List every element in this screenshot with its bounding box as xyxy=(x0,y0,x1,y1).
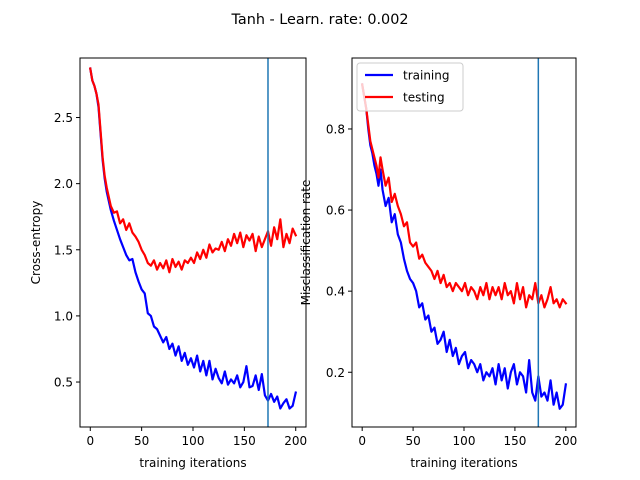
left-x-tick-label: 150 xyxy=(233,434,256,448)
left-chart: 0 50 100 150 200 0.5 1.0 1.5 2.0 2.5 training iter… xyxy=(29,57,307,470)
right-y-tick-label: 0.4 xyxy=(326,285,345,299)
figure-title: Tanh - Learn. rate: 0.002 xyxy=(230,12,408,28)
left-series-line-red xyxy=(88,67,298,274)
left-y-tick-label: 2.5 xyxy=(54,111,73,125)
right-chart: 0 50 100 150 200 0.2 0.4 0.6 0.8 training iterati… xyxy=(299,57,577,470)
left-x-tick-label: 50 xyxy=(134,434,149,448)
right-x-tick-label: 150 xyxy=(503,434,526,448)
left-series-line-blue xyxy=(88,67,298,410)
right-y-tick-label: 0.2 xyxy=(326,366,345,380)
right-y-tick-label: 0.6 xyxy=(326,204,345,218)
left-y-tick-label: 0.5 xyxy=(54,376,73,390)
right-x-tick-label: 50 xyxy=(405,434,420,448)
right-x-tick-label: 200 xyxy=(554,434,577,448)
left-y-tick-label: 1.5 xyxy=(54,243,73,257)
right-y-tick-label: 0.8 xyxy=(326,122,345,136)
right-series-line-testing xyxy=(360,83,568,309)
right-series-line-training xyxy=(360,83,568,410)
left-y-tick-label: 2.0 xyxy=(54,177,73,191)
left-y-tick-label: 1.0 xyxy=(54,309,73,323)
right-x-axis-label: training iterations xyxy=(410,456,517,470)
right-x-tick-label: 100 xyxy=(453,434,476,448)
left-x-axis-label: training iterations xyxy=(139,456,246,470)
left-y-axis-label: Cross-entropy xyxy=(29,201,43,285)
left-x-tick-label: 100 xyxy=(182,434,205,448)
right-y-axis-label: Misclassification rate xyxy=(299,180,313,306)
left-x-tick-label: 200 xyxy=(284,434,307,448)
right-x-tick-label: 0 xyxy=(358,434,366,448)
right-legend: training testing xyxy=(356,62,464,112)
left-plot-area xyxy=(88,58,298,427)
right-legend-label-testing: testing xyxy=(403,91,445,105)
right-legend-label-training: training xyxy=(403,69,450,83)
left-x-tick-label: 0 xyxy=(86,434,94,448)
right-plot-area xyxy=(360,58,568,427)
